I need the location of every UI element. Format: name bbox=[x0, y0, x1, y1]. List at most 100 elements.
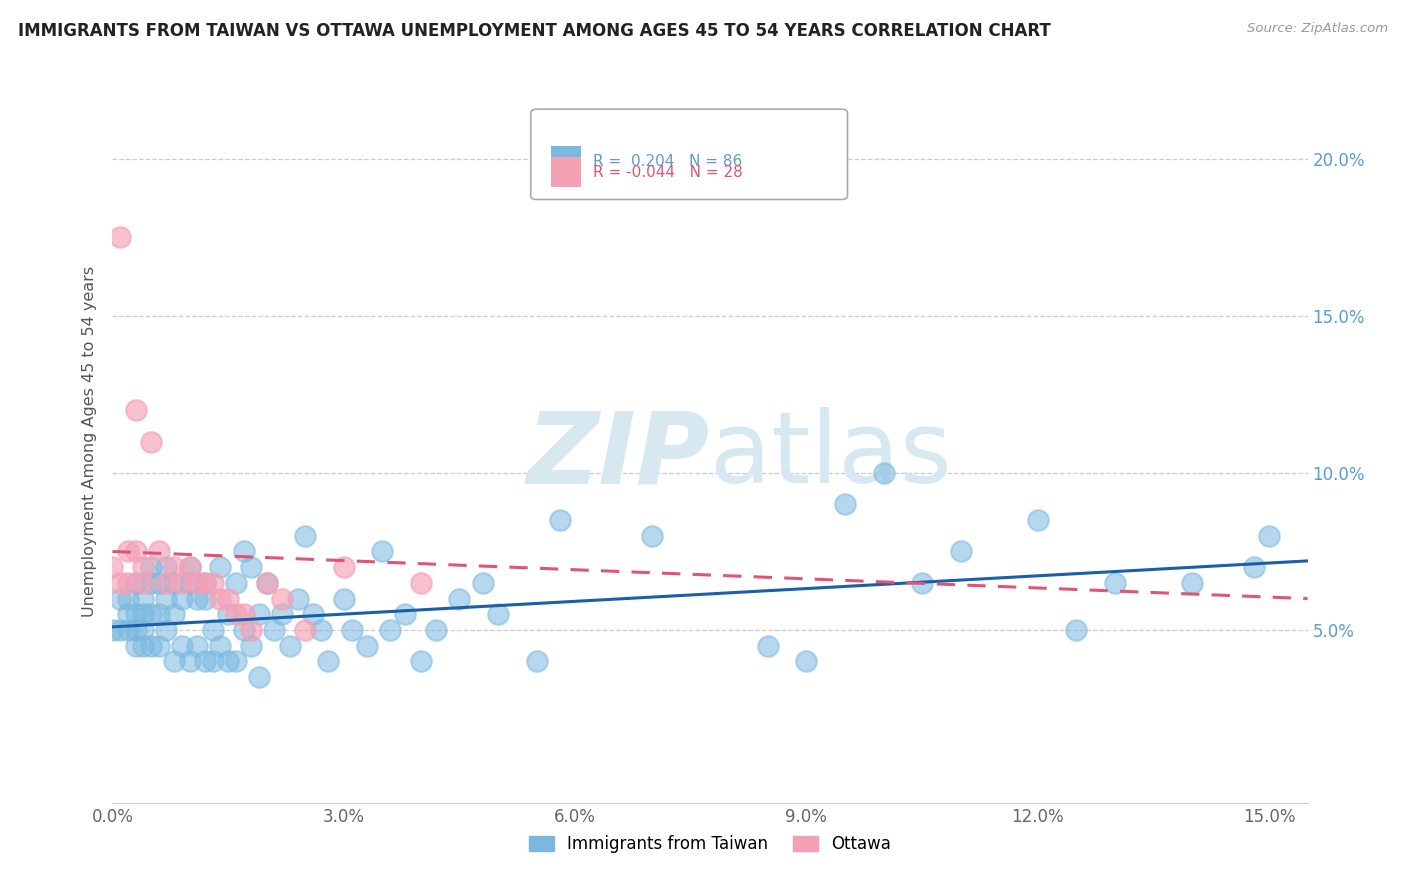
Immigrants from Taiwan bbox=[256, 575, 278, 590]
Legend: Immigrants from Taiwan, Ottawa: Immigrants from Taiwan, Ottawa bbox=[522, 828, 898, 860]
Ottawa bbox=[108, 575, 131, 590]
Immigrants from Taiwan bbox=[139, 575, 162, 590]
Ottawa bbox=[124, 544, 146, 558]
Ottawa bbox=[163, 560, 186, 574]
Immigrants from Taiwan bbox=[232, 623, 254, 637]
Ottawa bbox=[232, 607, 254, 622]
Ottawa bbox=[294, 623, 316, 637]
Immigrants from Taiwan bbox=[201, 623, 224, 637]
Immigrants from Taiwan bbox=[318, 655, 340, 669]
Immigrants from Taiwan bbox=[155, 623, 177, 637]
Ottawa bbox=[117, 544, 139, 558]
Immigrants from Taiwan bbox=[148, 575, 170, 590]
Immigrants from Taiwan bbox=[179, 655, 201, 669]
Immigrants from Taiwan bbox=[240, 639, 263, 653]
Immigrants from Taiwan bbox=[139, 639, 162, 653]
Immigrants from Taiwan bbox=[194, 655, 217, 669]
Immigrants from Taiwan bbox=[117, 607, 139, 622]
Immigrants from Taiwan bbox=[240, 560, 263, 574]
Immigrants from Taiwan bbox=[132, 591, 155, 606]
Text: R =  0.204   N = 86: R = 0.204 N = 86 bbox=[593, 154, 742, 169]
Immigrants from Taiwan bbox=[271, 607, 294, 622]
Immigrants from Taiwan bbox=[194, 575, 217, 590]
Immigrants from Taiwan bbox=[139, 607, 162, 622]
Immigrants from Taiwan bbox=[409, 655, 432, 669]
Immigrants from Taiwan bbox=[378, 623, 401, 637]
Immigrants from Taiwan bbox=[872, 466, 894, 480]
Immigrants from Taiwan bbox=[132, 639, 155, 653]
Immigrants from Taiwan bbox=[1243, 560, 1265, 574]
Ottawa bbox=[201, 575, 224, 590]
Immigrants from Taiwan bbox=[526, 655, 548, 669]
Immigrants from Taiwan bbox=[371, 544, 394, 558]
Ottawa bbox=[124, 403, 146, 417]
Immigrants from Taiwan bbox=[209, 560, 232, 574]
Immigrants from Taiwan bbox=[548, 513, 571, 527]
Ottawa bbox=[132, 560, 155, 574]
Immigrants from Taiwan bbox=[124, 607, 146, 622]
Immigrants from Taiwan bbox=[471, 575, 494, 590]
Immigrants from Taiwan bbox=[170, 591, 193, 606]
Immigrants from Taiwan bbox=[278, 639, 301, 653]
Immigrants from Taiwan bbox=[139, 560, 162, 574]
Immigrants from Taiwan bbox=[108, 623, 131, 637]
Immigrants from Taiwan bbox=[148, 607, 170, 622]
Immigrants from Taiwan bbox=[201, 655, 224, 669]
Ottawa bbox=[240, 623, 263, 637]
Immigrants from Taiwan bbox=[179, 575, 201, 590]
Ottawa bbox=[217, 591, 239, 606]
Text: Source: ZipAtlas.com: Source: ZipAtlas.com bbox=[1247, 22, 1388, 36]
Ottawa bbox=[101, 560, 124, 574]
Immigrants from Taiwan bbox=[302, 607, 325, 622]
Immigrants from Taiwan bbox=[108, 591, 131, 606]
FancyBboxPatch shape bbox=[551, 157, 581, 187]
Immigrants from Taiwan bbox=[834, 497, 856, 511]
Ottawa bbox=[209, 591, 232, 606]
Immigrants from Taiwan bbox=[911, 575, 934, 590]
Immigrants from Taiwan bbox=[425, 623, 447, 637]
Immigrants from Taiwan bbox=[1026, 513, 1049, 527]
Immigrants from Taiwan bbox=[232, 544, 254, 558]
Immigrants from Taiwan bbox=[186, 591, 208, 606]
Ottawa bbox=[333, 560, 356, 574]
Immigrants from Taiwan bbox=[209, 639, 232, 653]
Immigrants from Taiwan bbox=[1258, 529, 1281, 543]
Text: R = -0.044   N = 28: R = -0.044 N = 28 bbox=[593, 164, 742, 179]
Immigrants from Taiwan bbox=[1104, 575, 1126, 590]
Immigrants from Taiwan bbox=[117, 591, 139, 606]
Immigrants from Taiwan bbox=[186, 639, 208, 653]
Text: atlas: atlas bbox=[710, 408, 952, 505]
Immigrants from Taiwan bbox=[163, 655, 186, 669]
Immigrants from Taiwan bbox=[124, 575, 146, 590]
Ottawa bbox=[409, 575, 432, 590]
Immigrants from Taiwan bbox=[132, 623, 155, 637]
Ottawa bbox=[186, 575, 208, 590]
Ottawa bbox=[271, 591, 294, 606]
Text: ZIP: ZIP bbox=[527, 408, 710, 505]
Immigrants from Taiwan bbox=[294, 529, 316, 543]
Ottawa bbox=[148, 544, 170, 558]
Immigrants from Taiwan bbox=[132, 607, 155, 622]
Ottawa bbox=[194, 575, 217, 590]
Immigrants from Taiwan bbox=[155, 591, 177, 606]
Immigrants from Taiwan bbox=[356, 639, 378, 653]
Ottawa bbox=[132, 575, 155, 590]
Ottawa bbox=[155, 575, 177, 590]
Immigrants from Taiwan bbox=[309, 623, 332, 637]
Immigrants from Taiwan bbox=[225, 575, 247, 590]
Immigrants from Taiwan bbox=[179, 560, 201, 574]
Immigrants from Taiwan bbox=[163, 575, 186, 590]
Immigrants from Taiwan bbox=[101, 623, 124, 637]
Immigrants from Taiwan bbox=[287, 591, 309, 606]
Immigrants from Taiwan bbox=[225, 655, 247, 669]
Immigrants from Taiwan bbox=[641, 529, 664, 543]
Immigrants from Taiwan bbox=[170, 639, 193, 653]
Text: IMMIGRANTS FROM TAIWAN VS OTTAWA UNEMPLOYMENT AMONG AGES 45 TO 54 YEARS CORRELAT: IMMIGRANTS FROM TAIWAN VS OTTAWA UNEMPLO… bbox=[18, 22, 1052, 40]
Ottawa bbox=[256, 575, 278, 590]
Ottawa bbox=[170, 575, 193, 590]
Immigrants from Taiwan bbox=[1181, 575, 1204, 590]
Immigrants from Taiwan bbox=[333, 591, 356, 606]
Immigrants from Taiwan bbox=[949, 544, 972, 558]
Immigrants from Taiwan bbox=[124, 623, 146, 637]
Ottawa bbox=[139, 434, 162, 449]
